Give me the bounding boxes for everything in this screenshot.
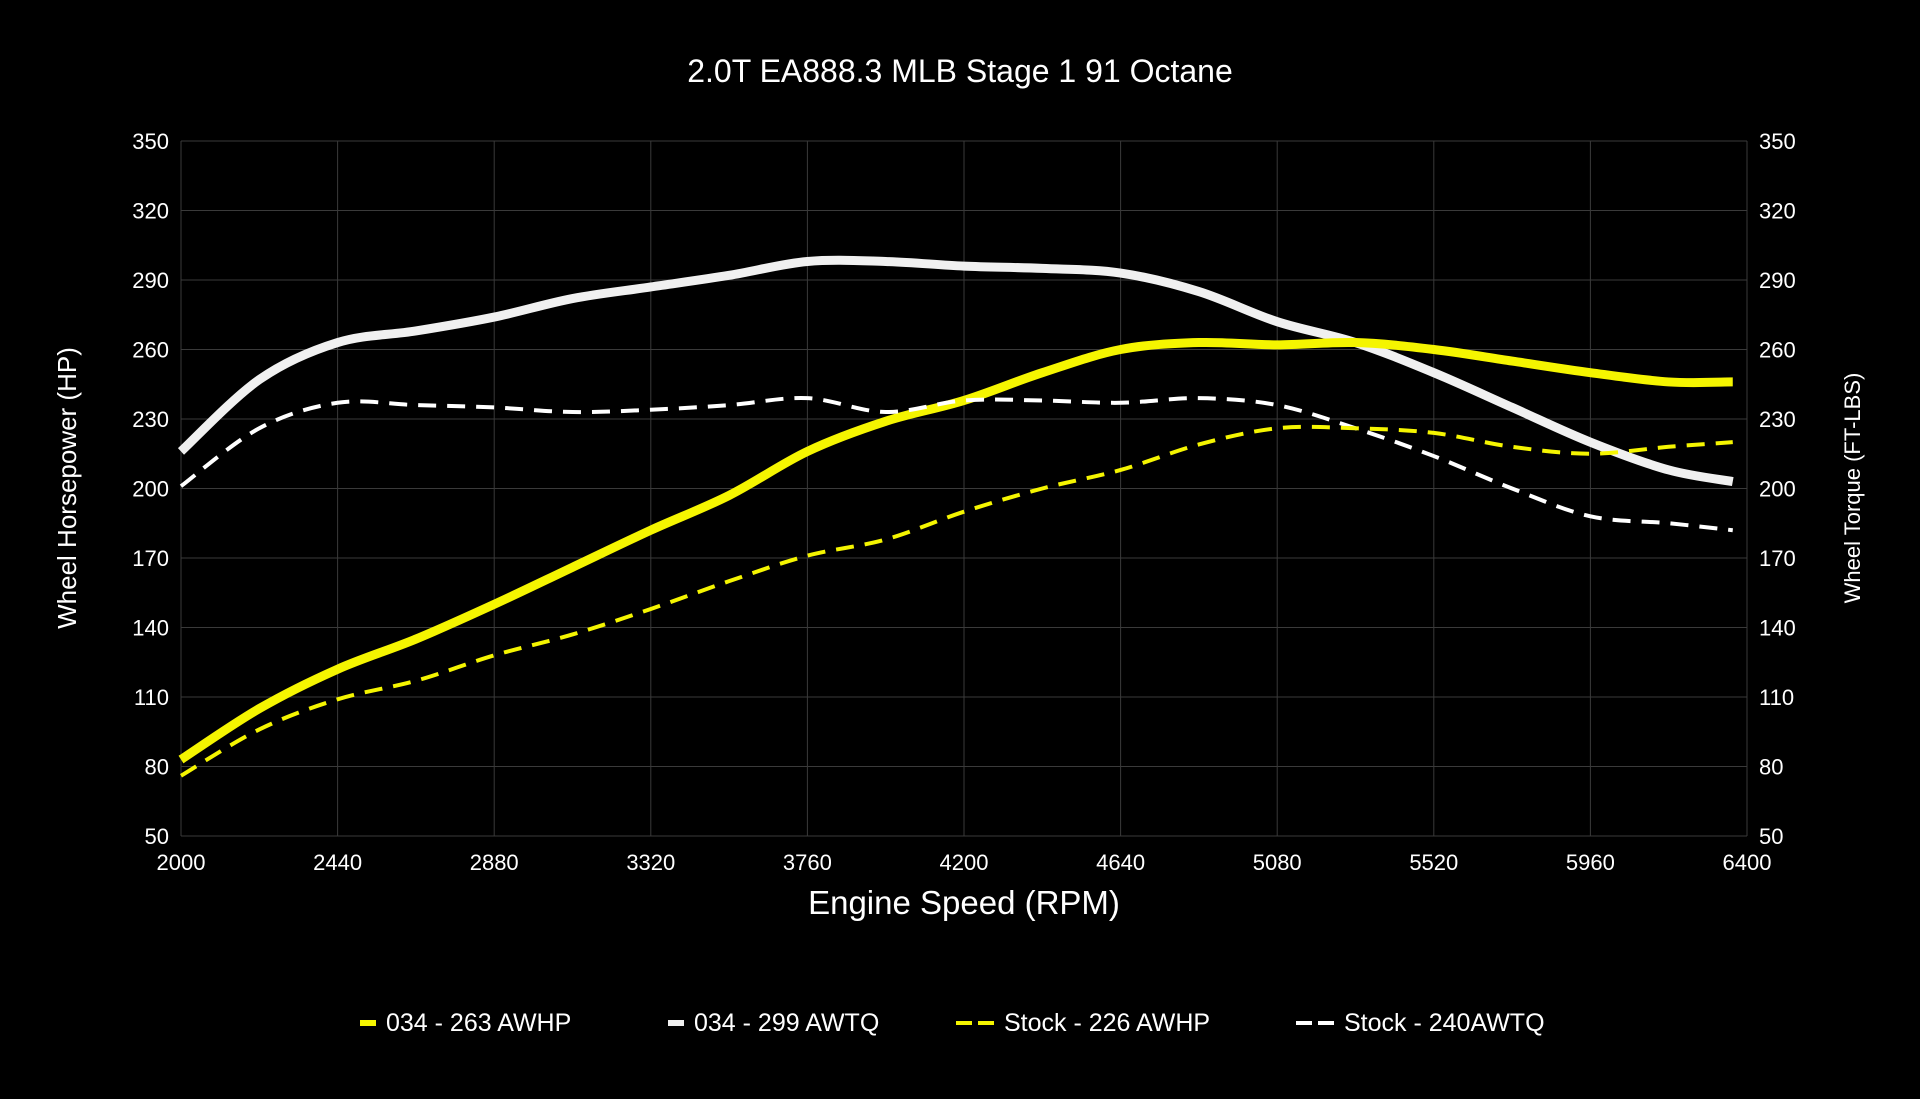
x-tick-label: 2880 xyxy=(470,850,519,875)
y2-tick-label: 260 xyxy=(1759,338,1796,363)
x-tick-label: 5520 xyxy=(1409,850,1458,875)
x-tick-label: 5080 xyxy=(1253,850,1302,875)
y-tick-label: 80 xyxy=(145,755,169,780)
y-tick-label: 140 xyxy=(132,616,169,641)
series-line-0 xyxy=(178,337,1733,764)
y-tick-label: 200 xyxy=(132,477,169,502)
x-tick-label: 3320 xyxy=(626,850,675,875)
y2-tick-label: 110 xyxy=(1759,685,1794,710)
legend-label: 034 - 299 AWTQ xyxy=(694,1009,879,1037)
series-line-3 xyxy=(179,396,1733,533)
y-tick-label: 50 xyxy=(145,824,169,849)
series-line-1 xyxy=(177,255,1734,486)
x-axis-label: Engine Speed (RPM) xyxy=(808,884,1120,921)
x-tick-label: 5960 xyxy=(1566,850,1615,875)
legend-label: Stock - 240AWTQ xyxy=(1344,1009,1545,1037)
series-line-2 xyxy=(179,424,1733,778)
y2-tick-labels: 50 80 110 140 170 200 230 260 290 320 350 xyxy=(1759,129,1796,849)
x-tick-label: 4200 xyxy=(940,850,989,875)
y2-tick-label: 80 xyxy=(1759,755,1783,780)
x-tick-label: 2440 xyxy=(313,850,362,875)
y-tick-label: 350 xyxy=(132,129,169,154)
x-tick-labels: 2000 2440 2880 3320 3760 4200 4640 5080 5520 5960… xyxy=(157,850,1772,875)
y2-tick-label: 320 xyxy=(1759,199,1796,224)
x-tick-label: 3760 xyxy=(783,850,832,875)
legend: 034 - 263 AWHP 034 - 299 AWTQ Stock - 226 … xyxy=(360,1009,1545,1037)
y-tick-label: 290 xyxy=(132,268,169,293)
legend-label: 034 - 263 AWHP xyxy=(386,1009,571,1037)
y2-tick-label: 50 xyxy=(1759,824,1783,849)
y-tick-label: 170 xyxy=(132,546,169,571)
series-lines xyxy=(177,255,1734,778)
y2-tick-label: 200 xyxy=(1759,477,1796,502)
y-tick-label: 320 xyxy=(132,199,169,224)
y2-tick-label: 170 xyxy=(1759,546,1796,571)
y-tick-label: 110 xyxy=(134,685,169,710)
x-tick-label: 6400 xyxy=(1723,850,1772,875)
y2-axis-label: Wheel Torque (FT-LBS) xyxy=(1840,373,1865,604)
y2-tick-label: 350 xyxy=(1759,129,1796,154)
y2-tick-label: 290 xyxy=(1759,268,1796,293)
legend-label: Stock - 226 AWHP xyxy=(1004,1009,1210,1037)
y-tick-labels: 50 80 110 140 170 200 230 260 290 320 350 xyxy=(132,129,169,849)
y2-tick-label: 230 xyxy=(1759,407,1796,432)
y-tick-label: 260 xyxy=(132,338,169,363)
y2-tick-label: 140 xyxy=(1759,616,1796,641)
x-tick-label: 2000 xyxy=(157,850,206,875)
x-tick-label: 4640 xyxy=(1096,850,1145,875)
grid xyxy=(180,140,1748,837)
y-axis-label: Wheel Horsepower (HP) xyxy=(52,347,82,629)
y-tick-label: 230 xyxy=(132,407,169,432)
chart-title: 2.0T EA888.3 MLB Stage 1 91 Octane xyxy=(687,53,1233,89)
